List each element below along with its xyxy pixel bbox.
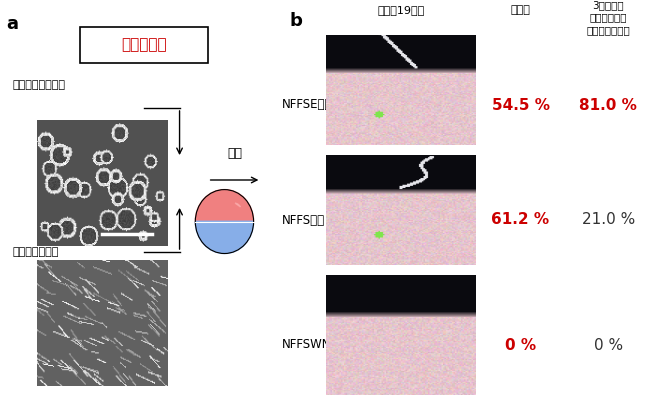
Text: 移植: 移植 (227, 147, 242, 160)
Text: 培養毛包上皮細胞: 培養毛包上皮細胞 (12, 80, 65, 90)
Polygon shape (196, 189, 253, 221)
Text: NFFSWN培地: NFFSWN培地 (281, 339, 345, 352)
Text: 0 %: 0 % (505, 338, 536, 352)
Text: NFFSE培地: NFFSE培地 (281, 99, 332, 111)
Text: 器官原基法: 器官原基法 (121, 37, 167, 52)
Polygon shape (196, 221, 253, 254)
Text: 移植徉19日目: 移植徉19日目 (377, 5, 425, 15)
Text: 54.5 %: 54.5 % (492, 97, 549, 113)
Text: 発毛率: 発毛率 (511, 5, 531, 15)
Text: 0 %: 0 % (594, 338, 623, 352)
Text: b: b (289, 12, 302, 30)
Text: 61.2 %: 61.2 % (492, 213, 549, 228)
Text: 3回以上の
毛周期を示す
再生毛包の割合: 3回以上の 毛周期を示す 再生毛包の割合 (586, 0, 630, 35)
Polygon shape (235, 203, 241, 207)
Text: 21.0 %: 21.0 % (582, 213, 635, 228)
FancyBboxPatch shape (80, 27, 208, 63)
Text: 81.0 %: 81.0 % (580, 97, 637, 113)
Text: 培養毛乳頭細胞: 培養毛乳頭細胞 (12, 247, 58, 257)
Text: NFFS培地: NFFS培地 (281, 213, 324, 226)
Text: a: a (7, 15, 19, 33)
